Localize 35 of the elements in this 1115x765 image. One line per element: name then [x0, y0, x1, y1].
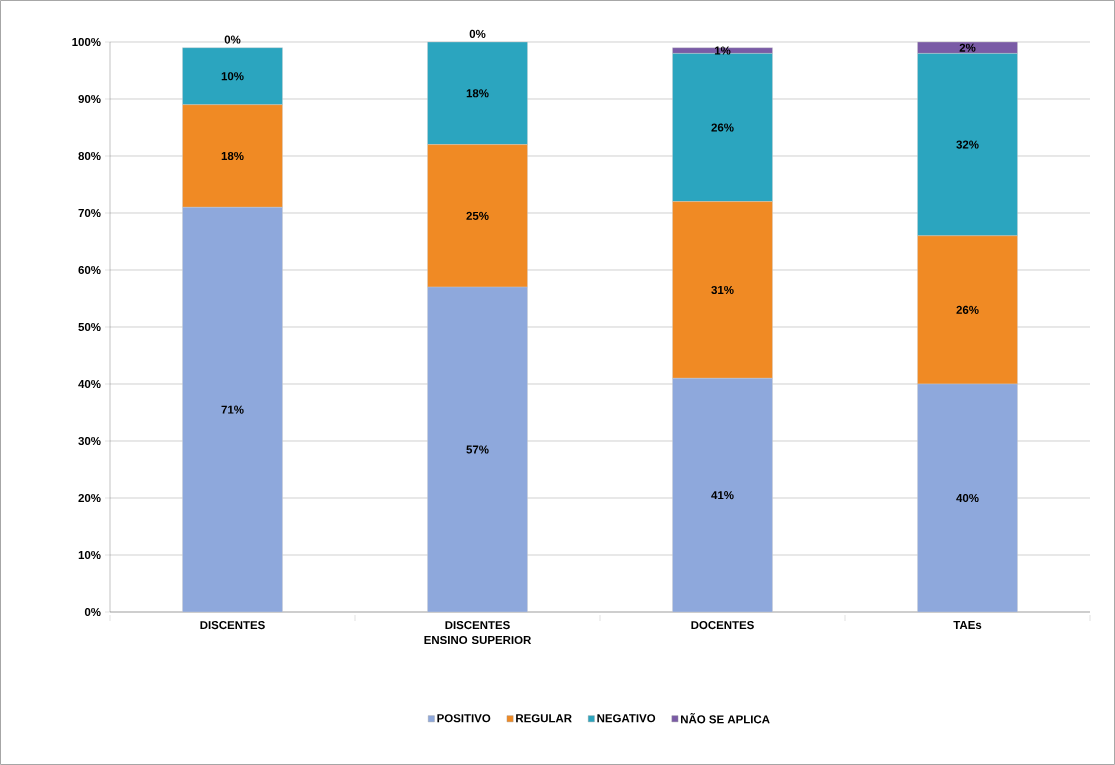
data-label: 26%	[711, 123, 734, 132]
legend-label: NÃO SE APLICA	[681, 713, 770, 724]
data-label: 31%	[711, 285, 734, 295]
y-tick-label: 0%	[84, 607, 101, 617]
x-tick-label: DISCENTES ENSINO SUPERIOR	[424, 621, 532, 645]
legend-label: POSITIVO	[437, 714, 491, 723]
x-tick-label: DOCENTES	[691, 621, 754, 630]
y-tick-label: 40%	[78, 379, 101, 389]
data-label: 40%	[956, 493, 979, 503]
y-tick-label: 100%	[72, 37, 101, 47]
legend-label: REGULAR	[516, 714, 572, 723]
data-label: 25%	[466, 211, 489, 220]
y-tick-label: 90%	[78, 94, 101, 104]
y-tick-label: 20%	[78, 493, 101, 503]
data-label: 0%	[469, 29, 486, 38]
data-label: 26%	[956, 305, 979, 314]
data-label: 10%	[221, 72, 244, 81]
legend-label: NEGATIVO	[597, 714, 656, 723]
x-tick-label: DISCENTES	[200, 621, 265, 630]
data-label: 18%	[466, 89, 489, 98]
x-tick-label: TAEs	[953, 621, 982, 630]
data-label: 71%	[221, 405, 244, 414]
data-label: 57%	[466, 445, 489, 454]
data-label: 41%	[711, 491, 734, 500]
y-tick-label: 60%	[78, 265, 101, 275]
y-tick-label: 50%	[78, 322, 101, 332]
data-label: 1%	[714, 46, 731, 55]
y-tick-label: 30%	[78, 436, 101, 446]
data-label: 18%	[221, 151, 244, 161]
y-tick-label: 70%	[78, 208, 101, 218]
data-label: 32%	[956, 140, 979, 149]
data-label: 2%	[959, 43, 976, 52]
y-tick-label: 10%	[78, 550, 101, 560]
data-label: 0%	[224, 35, 241, 44]
y-tick-label: 80%	[78, 151, 101, 161]
